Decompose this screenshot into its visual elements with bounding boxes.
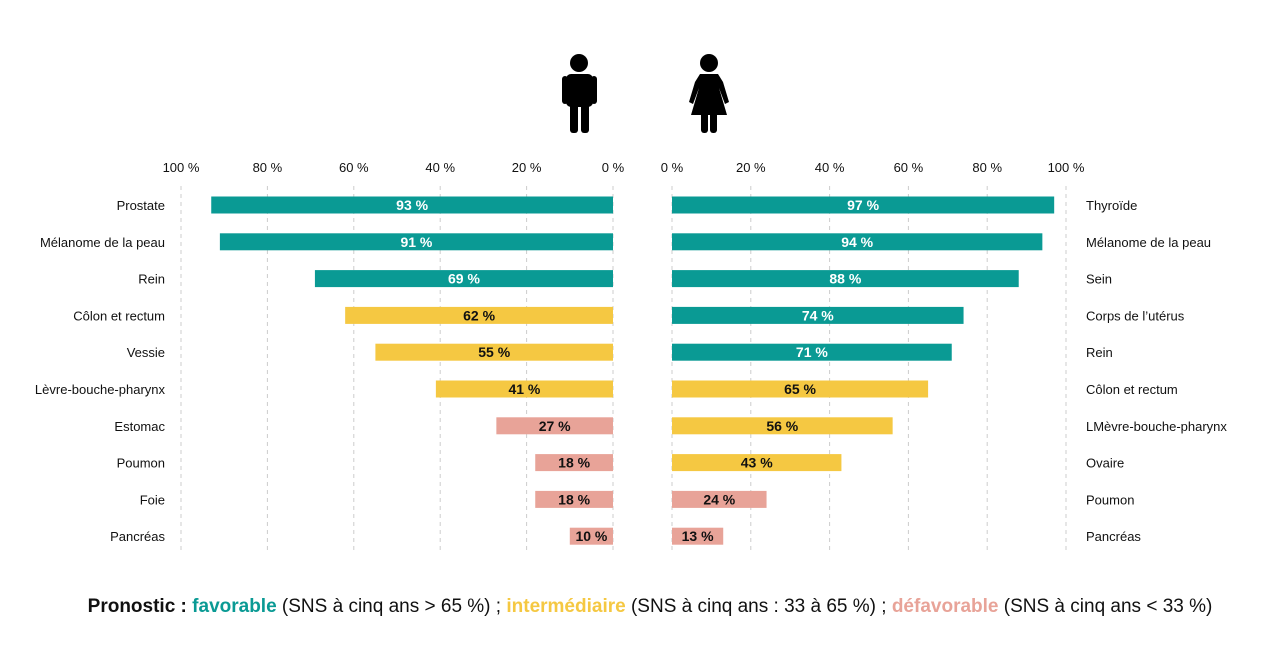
value-label: 55 %: [478, 344, 510, 360]
bar: [672, 417, 893, 435]
bar: [435, 380, 613, 398]
category-label: Lèvre-bouche-pharynx: [35, 382, 166, 397]
value-label: 69 %: [448, 271, 480, 287]
value-label: 27 %: [539, 418, 571, 434]
bar: [345, 306, 613, 324]
category-label: Pancréas: [110, 529, 165, 544]
legend-defavorable: défavorable: [891, 596, 999, 617]
category-label: Poumon: [117, 456, 165, 471]
value-label: 97 %: [847, 197, 879, 213]
category-label: Prostate: [117, 198, 165, 213]
value-label: 71 %: [796, 344, 828, 360]
category-label: Estomac: [114, 419, 165, 434]
category-label: Mélanome de la peau: [40, 235, 165, 250]
bar: [219, 233, 613, 251]
bar: [672, 527, 724, 545]
category-label: Sein: [1086, 272, 1112, 287]
bar: [672, 490, 767, 508]
legend-prefix: Pronostic :: [87, 596, 193, 617]
value-label: 56 %: [766, 418, 798, 434]
category-label: Côlon et rectum: [73, 308, 165, 323]
value-label: 74 %: [802, 307, 834, 323]
category-label: Foie: [140, 492, 165, 507]
value-label: 43 %: [741, 455, 773, 471]
category-label: Ovaire: [1086, 456, 1124, 471]
value-label: 41 %: [508, 381, 540, 397]
tick-label: 20 %: [736, 160, 766, 175]
bar: [535, 490, 613, 508]
tick-label: 80 %: [972, 160, 1002, 175]
tick-label: 40 %: [425, 160, 455, 175]
bar: [672, 454, 842, 472]
bar: [672, 233, 1043, 251]
value-label: 91 %: [400, 234, 432, 250]
value-label: 10 %: [575, 528, 607, 544]
male-person-icon: [562, 54, 597, 133]
legend-favorable: favorable: [192, 596, 277, 617]
category-label: Côlon et rectum: [1086, 382, 1178, 397]
bar: [672, 380, 929, 398]
legend-favorable-desc: (SNS à cinq ans > 65 %) ;: [276, 596, 507, 617]
female-person-icon: [689, 54, 729, 133]
tick-label: 0 %: [661, 160, 684, 175]
value-label: 62 %: [463, 307, 495, 323]
bar: [672, 270, 1019, 288]
value-label: 18 %: [558, 455, 590, 471]
legend-intermediaire: intermédiaire: [506, 596, 626, 617]
legend-defavorable-desc: (SNS à cinq ans < 33 %): [998, 596, 1213, 617]
bar: [375, 343, 613, 361]
value-label: 24 %: [703, 491, 735, 507]
tick-label: 100 %: [163, 160, 200, 175]
tick-label: 80 %: [253, 160, 283, 175]
category-label: Mélanome de la peau: [1086, 235, 1211, 250]
value-label: 13 %: [682, 528, 714, 544]
tick-label: 60 %: [339, 160, 369, 175]
category-label: Corps de l’utérus: [1086, 308, 1185, 323]
value-label: 93 %: [396, 197, 428, 213]
tick-label: 20 %: [512, 160, 542, 175]
category-label: Rein: [138, 272, 165, 287]
bar: [672, 343, 952, 361]
bar: [314, 270, 613, 288]
category-label: Poumon: [1086, 492, 1134, 507]
tick-label: 100 %: [1048, 160, 1085, 175]
category-label: Pancréas: [1086, 529, 1141, 544]
category-label: LMèvre-bouche-pharynx: [1086, 419, 1227, 434]
category-label: Vessie: [127, 345, 165, 360]
value-label: 88 %: [829, 271, 861, 287]
category-label: Thyroïde: [1086, 198, 1137, 213]
bar: [672, 196, 1055, 214]
bar: [211, 196, 614, 214]
value-label: 18 %: [558, 491, 590, 507]
tick-label: 60 %: [894, 160, 924, 175]
bar: [672, 306, 964, 324]
value-label: 65 %: [784, 381, 816, 397]
bar: [569, 527, 613, 545]
value-label: 94 %: [841, 234, 873, 250]
tick-label: 0 %: [602, 160, 625, 175]
bar: [535, 454, 613, 472]
legend-intermediaire-desc: (SNS à cinq ans : 33 à 65 %) ;: [625, 596, 892, 617]
bar: [496, 417, 613, 435]
legend: Pronostic : favorable (SNS à cinq ans > …: [0, 596, 1280, 618]
tick-label: 40 %: [815, 160, 845, 175]
category-label: Rein: [1086, 345, 1113, 360]
